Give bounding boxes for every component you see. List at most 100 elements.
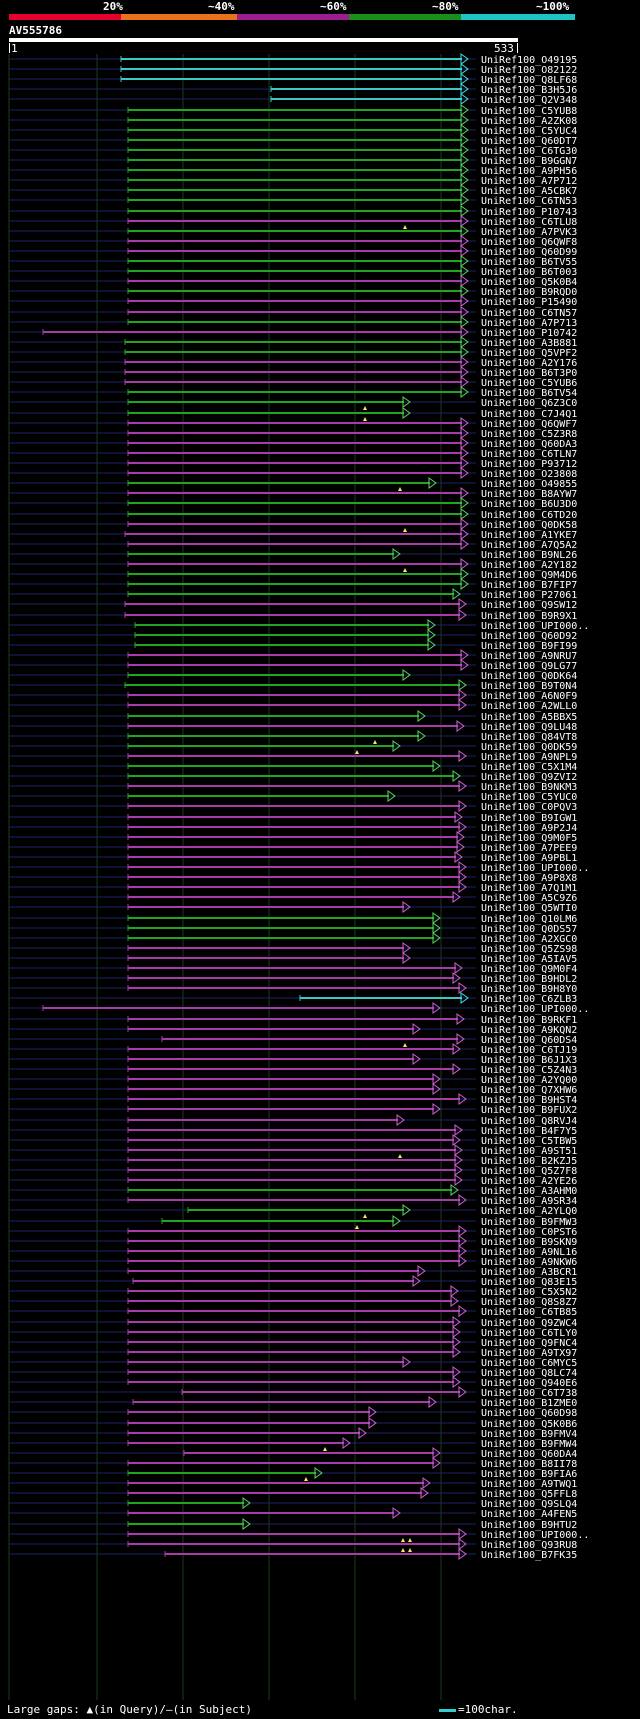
hit-row: UniRef100_Q5ZS98 xyxy=(9,942,577,955)
hit-arrow xyxy=(452,972,461,984)
hit-arrow xyxy=(452,1336,461,1348)
hit-arrow xyxy=(392,740,401,752)
hit-row: UniRef100_Q6Z3C0 xyxy=(9,396,577,410)
hit-arrow xyxy=(460,417,469,429)
hit-arrow xyxy=(402,669,411,681)
hit-row: UniRef100_O23808 xyxy=(9,467,577,480)
query-end: 533 xyxy=(494,42,514,55)
hit-arrow xyxy=(454,851,463,863)
hit-arrow xyxy=(460,497,469,509)
hit-arrow xyxy=(458,1225,467,1237)
hit-arrow xyxy=(314,1467,323,1479)
hit-row: UniRef100_B6T3P0 xyxy=(9,366,577,379)
hit-label: UniRef100_B8AYW7 xyxy=(481,489,577,500)
hit-row: UniRef100_Q5FFL8 xyxy=(9,1487,577,1500)
hit-label: UniRef100_C6TJ19 xyxy=(481,1045,577,1056)
hit-label: UniRef100_C6TG30 xyxy=(481,146,577,157)
hit-row: UniRef100_Q60DA3 xyxy=(9,437,577,450)
hit-arrow xyxy=(458,982,467,994)
hit-arrow xyxy=(458,881,467,893)
hit-arrow xyxy=(460,659,469,671)
hit-label: UniRef100_Q0DK64 xyxy=(481,671,577,682)
hit-arrow xyxy=(387,790,396,802)
hit-label: UniRef100_Q9M4D6 xyxy=(481,570,577,581)
hit-arrow xyxy=(460,427,469,439)
hit-row: UniRef100_Q5VPF2 xyxy=(9,346,577,359)
hit-label: UniRef100_O23808 xyxy=(481,469,577,480)
hit-arrow xyxy=(460,528,469,540)
hit-row: UniRef100_C7J4Q1 xyxy=(9,407,577,421)
hit-row: UniRef100_C5YUB8 xyxy=(9,104,577,117)
hit-row: UniRef100_UPI000.. xyxy=(9,1002,589,1015)
hit-row: UniRef100_A2Y176 xyxy=(9,356,577,369)
hit-label: UniRef100_Q5ZS98 xyxy=(481,944,577,955)
hit-row: UniRef100_B9T0N4 xyxy=(9,679,577,692)
hit-arrow xyxy=(460,992,469,1004)
hit-label: UniRef100_B9FI99 xyxy=(481,641,577,652)
hit-label: UniRef100_C6TLU8 xyxy=(481,217,577,228)
hit-arrow xyxy=(432,1002,441,1014)
gap-marker xyxy=(363,1214,367,1218)
hit-row: UniRef100_Q6QWF7 xyxy=(9,417,577,430)
hit-arrow xyxy=(458,821,467,833)
hit-label: UniRef100_Q9FNC4 xyxy=(481,1338,577,1349)
hit-row: UniRef100_A5CBK7 xyxy=(9,184,577,197)
hit-label: UniRef100_UPI000.. xyxy=(481,621,589,632)
hit-row: UniRef100_Q9ZVI2 xyxy=(9,770,577,783)
hit-arrow xyxy=(458,1093,467,1105)
hit-arrow xyxy=(450,1285,459,1297)
hit-arrow xyxy=(392,548,401,560)
hit-row: UniRef100_Q8S8Z7 xyxy=(9,1295,577,1308)
hit-row: UniRef100_C6MYC5 xyxy=(9,1356,577,1369)
hit-row: UniRef100_B9HTU2 xyxy=(9,1518,577,1531)
hit-label: UniRef100_C5X5N2 xyxy=(481,1287,577,1298)
legend-label-20: 20% xyxy=(103,0,123,13)
hit-row: UniRef100_A9ST51 xyxy=(9,1144,577,1158)
hit-arrow xyxy=(458,1245,467,1257)
hit-label: UniRef100_UPI000.. xyxy=(481,1004,589,1015)
hit-row: UniRef100_B3H5J6 xyxy=(9,83,577,96)
hit-label: UniRef100_B6U3D0 xyxy=(481,499,577,510)
hit-arrow xyxy=(422,1477,431,1489)
hit-arrow xyxy=(460,164,469,176)
hit-row: UniRef100_A7PVK3 xyxy=(9,225,577,238)
hit-row: UniRef100_C6TN53 xyxy=(9,194,577,207)
hit-label: UniRef100_A3BCR1 xyxy=(481,1267,577,1278)
hit-label: UniRef100_Q0DK59 xyxy=(481,742,577,753)
hit-label: UniRef100_A7P712 xyxy=(481,176,577,187)
hit-row: UniRef100_A7P713 xyxy=(9,316,577,329)
hit-label: UniRef100_B9FMW4 xyxy=(481,1439,577,1450)
hit-arrow xyxy=(460,104,469,116)
gap-marker xyxy=(403,225,407,229)
hit-row: UniRef100_A9NL16 xyxy=(9,1245,577,1258)
hit-label: UniRef100_B9RQD0 xyxy=(481,287,577,298)
hit-arrow xyxy=(396,1114,405,1126)
hit-row: UniRef100_B9IGW1 xyxy=(9,811,577,824)
hit-label: UniRef100_Q9LG77 xyxy=(481,661,577,672)
hit-row: UniRef100_Q60D99 xyxy=(9,245,577,258)
hit-label: UniRef100_B9FUX2 xyxy=(481,1105,577,1116)
hit-label: UniRef100_P10742 xyxy=(481,328,577,339)
hit-label: UniRef100_Q8S8Z7 xyxy=(481,1297,577,1308)
hit-arrow xyxy=(242,1518,251,1530)
hit-arrow xyxy=(460,144,469,156)
hit-row: UniRef100_B9R9X1 xyxy=(9,609,577,622)
query-start-tick xyxy=(9,43,10,53)
hit-arrow xyxy=(460,63,469,75)
gap-marker xyxy=(304,1477,308,1481)
hit-row: UniRef100_A7P712 xyxy=(9,174,577,187)
hit-row: UniRef100_Q9LG77 xyxy=(9,659,577,672)
hit-arrow xyxy=(460,457,469,469)
hit-label: UniRef100_C5YUB6 xyxy=(481,378,577,389)
hit-row: UniRef100_A1YKE7 xyxy=(9,528,577,541)
hit-row: UniRef100_C0PQV3 xyxy=(9,800,577,813)
hit-label: UniRef100_A5BBX5 xyxy=(481,712,577,723)
hit-row: UniRef100_A2YLQ0 xyxy=(9,1204,577,1218)
hit-label: UniRef100_B6T003 xyxy=(481,267,577,278)
hit-arrow xyxy=(458,1194,467,1206)
hit-arrow xyxy=(402,901,411,913)
hit-row: UniRef100_Q8LC74 xyxy=(9,1366,577,1379)
gap-marker xyxy=(323,1447,327,1451)
legend-label-40: ~40% xyxy=(208,0,235,13)
hit-arrow xyxy=(458,780,467,792)
